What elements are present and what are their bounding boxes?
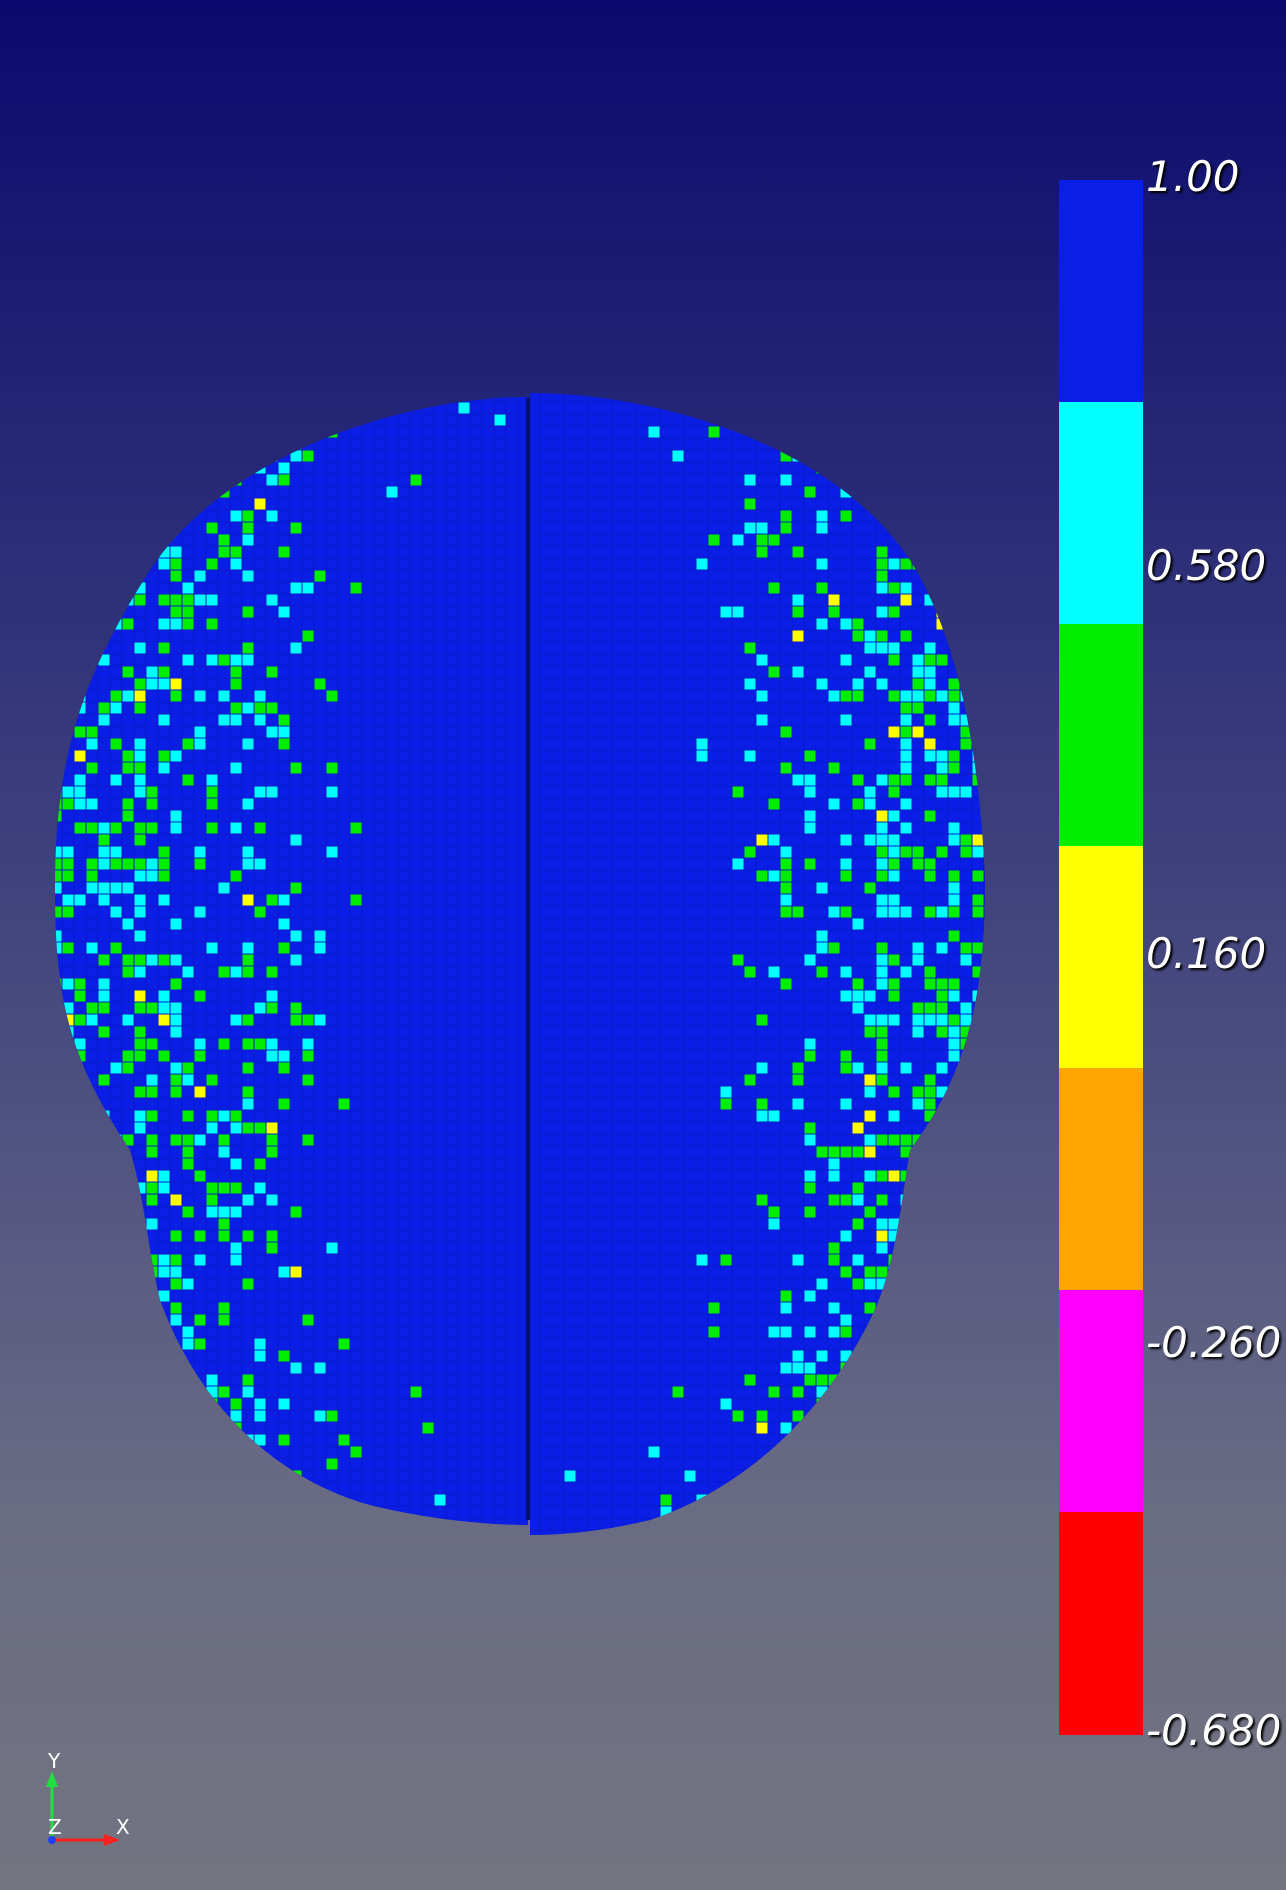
scale-segment [1059, 402, 1143, 625]
y-axis-arrowhead [46, 1771, 58, 1787]
orientation-axes [46, 1771, 120, 1846]
left-hemisphere [55, 397, 528, 1525]
scale-segment [1059, 180, 1143, 403]
axis-label-x: X [116, 1815, 130, 1839]
x-axis-arrowhead [104, 1834, 120, 1846]
scale-segment [1059, 1290, 1143, 1513]
brain-mesh [55, 393, 985, 1535]
scale-segment [1059, 1068, 1143, 1291]
scale-tick-label: 0.580 [1146, 540, 1267, 590]
scale-segment [1059, 624, 1143, 847]
z-axis-point [48, 1836, 56, 1844]
scale-tick-label: 0.160 [1146, 929, 1267, 978]
scale-tick-label: -0.680 [1146, 1706, 1282, 1755]
axis-label-z: Z [48, 1815, 62, 1839]
right-hemisphere [530, 393, 985, 1535]
scale-tick-label: 1.00 [1146, 152, 1240, 201]
scale-segment [1059, 846, 1143, 1069]
scale-segment [1059, 1512, 1143, 1735]
color-scale-bar [1059, 180, 1143, 1735]
scale-tick-label: -0.260 [1146, 1317, 1282, 1367]
axis-label-y: Y [48, 1749, 61, 1773]
